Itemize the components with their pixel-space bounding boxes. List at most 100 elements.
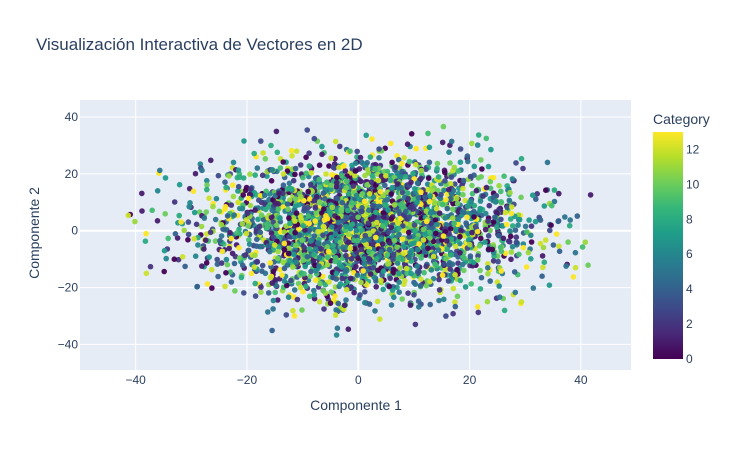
data-point [415, 246, 421, 253]
data-point [483, 184, 490, 191]
data-point [240, 192, 246, 198]
data-point [344, 178, 350, 185]
y-tick-label: 20 [65, 167, 79, 181]
data-point [212, 216, 219, 223]
data-point [341, 163, 347, 169]
data-point [528, 239, 535, 245]
data-point [269, 207, 276, 214]
data-point [478, 174, 485, 180]
data-point [443, 313, 449, 319]
data-point [329, 171, 335, 178]
data-point [399, 160, 405, 167]
data-point [450, 285, 457, 292]
data-point [301, 244, 307, 250]
data-point [195, 242, 201, 248]
data-point [570, 274, 577, 280]
data-point [478, 157, 484, 163]
data-point [244, 210, 251, 217]
data-point [348, 255, 355, 262]
data-point [269, 327, 275, 334]
data-point [311, 135, 318, 142]
data-point [518, 194, 524, 201]
data-point [404, 141, 411, 147]
data-point [242, 187, 249, 194]
data-point [286, 215, 292, 221]
data-point [267, 274, 274, 281]
data-point [417, 282, 424, 289]
data-point [125, 212, 132, 219]
data-point [423, 218, 430, 225]
data-point [405, 229, 412, 236]
data-point [246, 241, 253, 247]
data-point [509, 176, 516, 182]
data-point [537, 240, 544, 247]
data-point [324, 244, 331, 250]
data-point [427, 229, 433, 236]
data-point [368, 179, 375, 185]
data-point [547, 227, 553, 234]
data-point [509, 243, 516, 250]
data-point [455, 260, 461, 267]
x-axis-title: Componente 1 [310, 397, 402, 413]
data-point [507, 216, 514, 222]
data-point [192, 170, 199, 177]
data-point [343, 266, 350, 273]
data-point [313, 268, 319, 274]
data-point [239, 221, 246, 227]
data-point [361, 261, 368, 268]
data-point [193, 221, 200, 228]
data-point [350, 183, 357, 189]
data-point [474, 142, 481, 148]
data-point [236, 245, 242, 251]
data-point [492, 214, 498, 220]
data-point [467, 241, 473, 248]
data-point [236, 174, 243, 180]
data-point [412, 321, 419, 328]
data-point [390, 266, 397, 273]
data-point [390, 251, 397, 258]
data-point [504, 204, 511, 211]
data-point [544, 159, 551, 166]
data-point [346, 191, 352, 197]
data-point [513, 234, 520, 240]
data-point [482, 239, 488, 245]
data-point [512, 227, 519, 233]
data-point [364, 182, 370, 188]
data-point [425, 130, 431, 137]
data-point [223, 184, 229, 191]
data-point [281, 247, 288, 253]
data-point [214, 261, 221, 268]
data-point [454, 200, 461, 207]
data-point [430, 238, 437, 245]
data-point [540, 264, 546, 271]
data-point [495, 232, 502, 239]
data-point [356, 196, 362, 202]
data-point [497, 244, 504, 251]
data-point [442, 178, 448, 184]
data-point [318, 246, 324, 252]
data-point [232, 288, 238, 294]
data-point [311, 233, 318, 239]
data-point [272, 289, 279, 296]
data-point [374, 219, 380, 226]
data-point [513, 239, 520, 246]
data-point [251, 264, 258, 270]
data-point [413, 145, 420, 152]
data-point [457, 159, 464, 165]
data-point [396, 289, 403, 296]
data-point [465, 158, 471, 165]
data-point [349, 221, 356, 227]
data-point [320, 273, 326, 280]
data-point [239, 205, 246, 212]
data-point [281, 240, 288, 247]
data-point [203, 260, 210, 266]
data-point [390, 256, 396, 262]
data-point [490, 194, 497, 201]
data-point [359, 208, 365, 215]
data-point [414, 236, 420, 242]
data-point [440, 261, 447, 268]
data-point [327, 182, 334, 188]
data-point [434, 165, 440, 172]
data-point [154, 188, 161, 194]
